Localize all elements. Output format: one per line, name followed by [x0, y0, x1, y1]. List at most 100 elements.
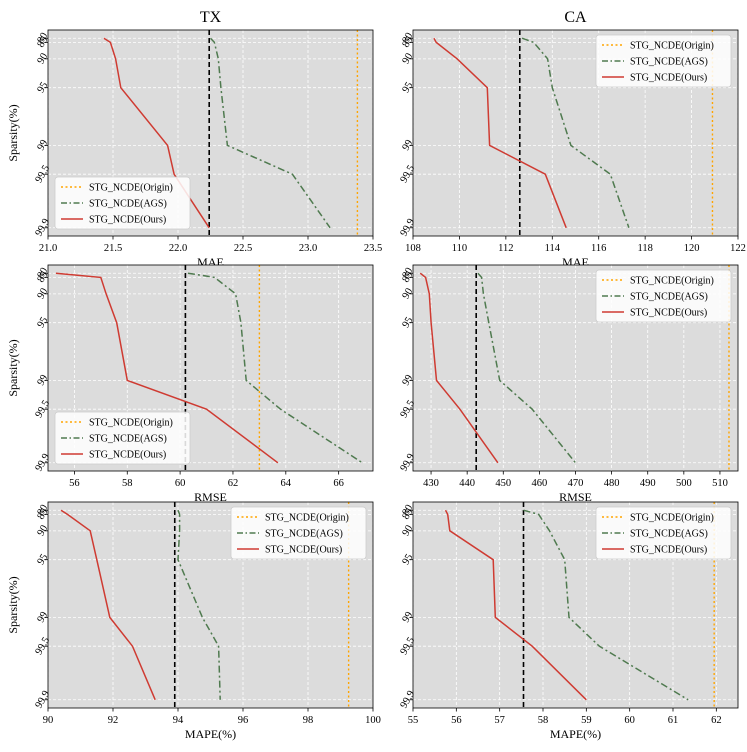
plot-frame — [47, 29, 374, 237]
y-tick-label: 90 — [36, 523, 51, 538]
y-tick-label: 90 — [401, 286, 416, 301]
legend-label: STG_NCDE(AGS) — [630, 292, 708, 303]
plot-frame — [47, 264, 374, 472]
x-tick-label: 22.5 — [234, 243, 252, 254]
legend-label: STG_NCDE(AGS) — [630, 529, 708, 540]
x-tick-label: 94 — [173, 715, 184, 726]
y-tick-label: 95 — [36, 80, 51, 95]
ours-series-line — [55, 272, 279, 464]
x-tick-label: 58 — [538, 715, 549, 726]
legend-label: STG_NCDE(Ours) — [89, 215, 166, 226]
x-tick-label: 23.5 — [364, 243, 382, 254]
y-tick-label: 80 — [401, 31, 416, 46]
y-tick-label: 99 — [401, 138, 416, 153]
legend-label: STG_NCDE(Origin) — [630, 276, 714, 287]
y-tick-label: 85 — [401, 507, 416, 522]
x-tick-label: 110 — [452, 243, 467, 254]
x-axis-label: MAPE(%) — [550, 727, 601, 741]
legend-label: STG_NCDE(Origin) — [89, 183, 173, 194]
column-title: CA — [564, 9, 587, 26]
x-tick-label: 490 — [640, 478, 656, 489]
legend-label: STG_NCDE(Origin) — [630, 513, 714, 524]
legend-box — [54, 176, 191, 230]
legend: STG_NCDE(Origin) STG_NCDE(AGS) STG_NCDE(Ou… — [230, 506, 367, 560]
x-tick-label: 118 — [637, 243, 652, 254]
legend-box — [595, 506, 732, 560]
legend-label: STG_NCDE(AGS) — [89, 434, 167, 445]
x-axis-label: RMSE — [194, 490, 227, 504]
legend-label: STG_NCDE(Ours) — [89, 450, 166, 461]
y-tick-label: 90 — [401, 523, 416, 538]
x-tick-label: 108 — [405, 243, 421, 254]
y-tick-label: 95 — [36, 315, 51, 330]
x-axis-label: MAPE(%) — [185, 727, 236, 741]
y-axis-label: Sparsity(%) — [6, 576, 20, 633]
y-tick-label: 95 — [401, 80, 416, 95]
x-tick-label: 55 — [408, 715, 419, 726]
y-tick-label: 85 — [36, 507, 51, 522]
y-tick-label: 99 — [36, 373, 51, 388]
legend-label: STG_NCDE(Ours) — [630, 73, 707, 84]
legend-box — [230, 506, 367, 560]
ags-series-line — [177, 509, 221, 700]
y-tick-label: 95 — [401, 552, 416, 567]
y-tick-label: 85 — [36, 270, 51, 285]
legend-box — [595, 269, 732, 323]
x-tick-label: 21.0 — [39, 243, 57, 254]
x-tick-label: 510 — [712, 478, 728, 489]
legend: STG_NCDE(Origin) STG_NCDE(AGS) STG_NCDE(Ou… — [54, 176, 191, 230]
y-tick-label: 99 — [401, 610, 416, 625]
panel-ca-rmse: 430 440 450 460 470 480 490 500 510808590959999.… — [399, 264, 739, 504]
legend-label: STG_NCDE(AGS) — [89, 199, 167, 210]
x-tick-label: 62 — [711, 715, 722, 726]
ours-series-line — [433, 37, 567, 229]
x-tick-label: 122 — [730, 243, 746, 254]
y-tick-label: 80 — [401, 503, 416, 518]
y-tick-label: 99 — [401, 373, 416, 388]
legend-label: STG_NCDE(Ours) — [630, 308, 707, 319]
legend: STG_NCDE(Origin) STG_NCDE(AGS) STG_NCDE(Ou… — [595, 506, 732, 560]
x-tick-label: 57 — [494, 715, 505, 726]
legend-box — [595, 34, 732, 88]
x-tick-label: 114 — [545, 243, 561, 254]
y-tick-label: 80 — [401, 266, 416, 281]
x-tick-label: 59 — [581, 715, 592, 726]
legend: STG_NCDE(Origin) STG_NCDE(AGS) STG_NCDE(Ou… — [595, 34, 732, 88]
x-tick-label: 56 — [451, 715, 462, 726]
panel-tx-mae: 21.0 21.5 22.0 22.5 23.0 23.5808590959999.599… — [6, 9, 382, 269]
x-tick-label: 116 — [591, 243, 606, 254]
legend: STG_NCDE(Origin) STG_NCDE(AGS) STG_NCDE(Ou… — [54, 411, 191, 465]
column-title: TX — [200, 9, 222, 26]
x-tick-label: 470 — [568, 478, 584, 489]
y-tick-label: 85 — [36, 35, 51, 50]
legend-label: STG_NCDE(Origin) — [630, 41, 714, 52]
x-tick-label: 90 — [43, 715, 54, 726]
y-tick-label: 90 — [36, 51, 51, 66]
ags-series-line — [523, 509, 689, 701]
x-tick-label: 112 — [498, 243, 513, 254]
ours-series-line — [444, 509, 587, 701]
legend-label: STG_NCDE(AGS) — [265, 529, 343, 540]
x-tick-label: 100 — [365, 715, 381, 726]
x-tick-label: 480 — [604, 478, 620, 489]
x-tick-label: 22.0 — [169, 243, 187, 254]
x-tick-label: 56 — [69, 478, 80, 489]
y-tick-label: 80 — [36, 266, 51, 281]
legend: STG_NCDE(Origin) STG_NCDE(AGS) STG_NCDE(Ou… — [595, 269, 732, 323]
ags-series-line — [187, 272, 363, 464]
y-tick-label: 90 — [401, 51, 416, 66]
y-tick-label: 99 — [36, 610, 51, 625]
legend-label: STG_NCDE(Ours) — [630, 545, 707, 556]
x-tick-label: 21.5 — [104, 243, 122, 254]
y-tick-label: 80 — [36, 503, 51, 518]
x-tick-label: 61 — [668, 715, 679, 726]
y-tick-label: 85 — [401, 270, 416, 285]
plot-frame — [412, 501, 739, 709]
y-tick-label: 80 — [36, 31, 51, 46]
ags-series-line — [521, 37, 630, 229]
ours-series-line — [419, 272, 499, 464]
x-tick-label: 430 — [423, 478, 439, 489]
x-tick-label: 98 — [303, 715, 314, 726]
legend-box — [54, 411, 191, 465]
